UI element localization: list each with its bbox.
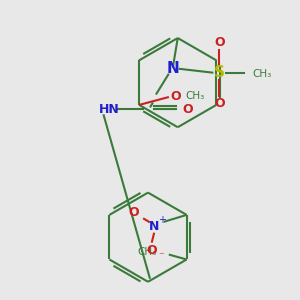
Text: +: + [158, 215, 166, 225]
Text: ⁻: ⁻ [158, 251, 164, 262]
Text: N: N [167, 61, 179, 76]
Text: O: O [171, 91, 182, 103]
Text: O: O [147, 244, 157, 257]
Text: CH₃: CH₃ [252, 69, 271, 79]
Text: O: O [214, 97, 225, 110]
Text: N: N [149, 220, 159, 233]
Text: O: O [129, 206, 140, 219]
Text: CH₃: CH₃ [186, 91, 205, 101]
Text: S: S [214, 65, 225, 80]
Text: O: O [214, 35, 225, 49]
Text: HN: HN [99, 103, 120, 116]
Text: CH₃: CH₃ [138, 247, 157, 256]
Text: O: O [183, 103, 193, 116]
